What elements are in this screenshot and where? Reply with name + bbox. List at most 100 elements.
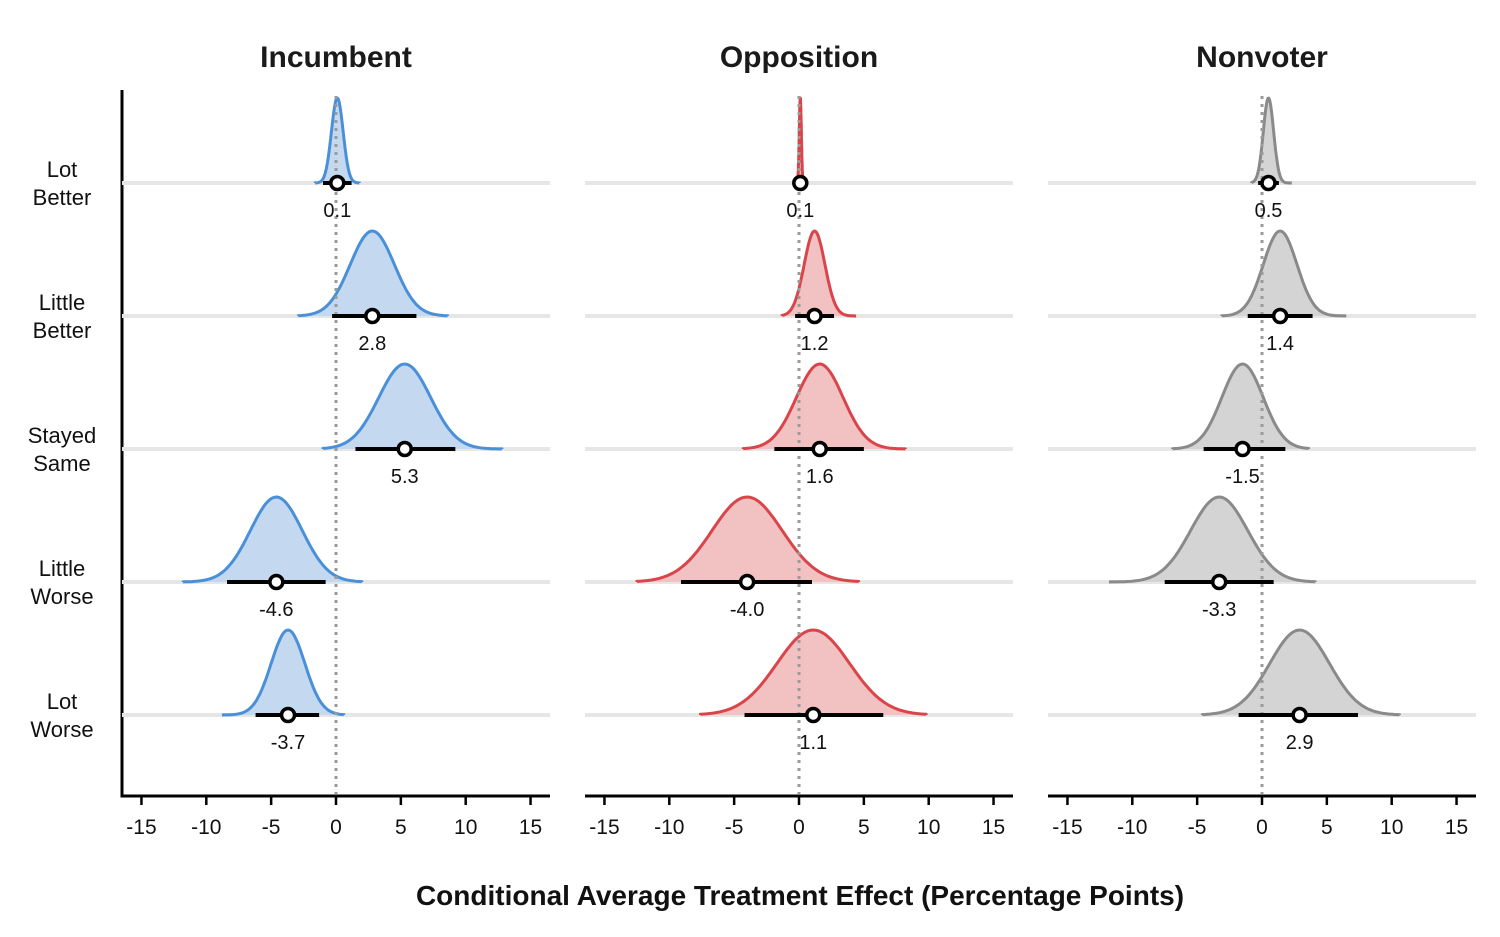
value-label: -3.7	[271, 732, 305, 754]
panel-title: Opposition	[720, 41, 878, 74]
density-outline	[221, 628, 346, 717]
x-tick-label: 0	[793, 816, 805, 839]
value-label: 0.5	[1255, 200, 1283, 222]
estimate-point	[1234, 440, 1251, 458]
row-label-line: Better	[33, 318, 92, 343]
density-outline	[1220, 229, 1347, 318]
row-label-line: Little	[39, 290, 85, 315]
value-label: 2.8	[358, 333, 386, 355]
x-tick-label: 15	[519, 816, 542, 839]
density-outline	[181, 495, 364, 584]
x-tick-label: 10	[1380, 816, 1403, 839]
value-label: -4.6	[259, 599, 293, 621]
estimate-point	[805, 706, 822, 724]
density-outline	[780, 229, 857, 318]
row-label: Lot Worse	[30, 689, 93, 742]
x-tick-label: 5	[1321, 816, 1333, 839]
x-tick-label: -10	[654, 816, 684, 839]
estimate-point	[1260, 174, 1277, 192]
value-label: 1.4	[1266, 333, 1294, 355]
row-label-line: Better	[33, 185, 92, 210]
x-tick-label: 10	[454, 816, 477, 839]
x-tick-label: 0	[1256, 816, 1268, 839]
panel-title: Incumbent	[260, 41, 412, 74]
x-axis-title: Conditional Average Treatment Effect (Pe…	[416, 880, 1184, 911]
estimate-point	[806, 307, 823, 325]
panel-opposition: Opposition 0.1 1.2 1.6 -4.0 1.1 -15 -10 -5 0 5 10 15	[585, 41, 1013, 839]
density-outline	[1171, 362, 1311, 451]
estimate-point	[1271, 307, 1289, 325]
density-outline	[1108, 495, 1317, 584]
estimate-point	[279, 706, 297, 724]
density-outline	[698, 628, 928, 716]
value-label: -4.0	[730, 599, 764, 621]
density-outline	[635, 495, 861, 583]
row-label-line: Worse	[30, 584, 93, 609]
x-tick-label: 0	[330, 816, 342, 839]
row-label: Lot Better	[33, 157, 92, 210]
density-fill	[1172, 364, 1309, 449]
estimate-point	[738, 573, 756, 591]
value-label: 1.1	[799, 732, 827, 754]
estimate-point	[1210, 573, 1228, 591]
row-label: Little Worse	[30, 556, 93, 609]
x-tick-label: -15	[126, 816, 156, 839]
x-tick-label: -5	[262, 816, 281, 839]
panel-nonvoter: Nonvoter 0.5 1.4 -1.5 -3.3 2.9 -15 -10 -5 0 5 10 15	[1048, 41, 1476, 839]
x-tick-label: -10	[1117, 816, 1147, 839]
estimate-point	[1291, 706, 1308, 724]
value-label: 0.1	[786, 200, 814, 222]
density-fill	[1221, 231, 1347, 316]
x-tick-label: 5	[858, 816, 870, 839]
x-tick-label: 10	[917, 816, 940, 839]
value-label: -3.3	[1202, 599, 1236, 621]
row-label-line: Lot	[47, 689, 78, 714]
density-outline	[321, 362, 504, 451]
x-tick-label: -15	[589, 816, 619, 839]
estimate-point	[792, 174, 809, 192]
estimate-point	[329, 174, 346, 192]
estimate-point	[364, 307, 381, 325]
value-label: 2.9	[1286, 732, 1314, 754]
density-fill	[315, 98, 360, 183]
density-outline	[296, 229, 449, 318]
x-tick-label: -10	[191, 816, 221, 839]
x-tick-label: -15	[1052, 816, 1082, 839]
value-label: 0.1	[323, 200, 351, 222]
density-fill	[298, 231, 448, 316]
density-fill	[183, 497, 362, 582]
density-fill	[636, 497, 859, 582]
density-fill	[1109, 497, 1316, 582]
density-outline	[1250, 96, 1293, 185]
panel-incumbent: Incumbent 0.1 2.8 5.3 -4.6 -3.7 -15 -10 -5 0 5 10 15	[122, 41, 550, 839]
row-label-line: Lot	[47, 157, 78, 182]
row-label: Stayed Same	[28, 423, 97, 476]
value-label: 5.3	[391, 466, 419, 488]
row-label-line: Same	[33, 451, 90, 476]
value-label: -1.5	[1225, 466, 1259, 488]
row-label-line: Worse	[30, 717, 93, 742]
estimate-point	[811, 440, 829, 458]
row-label-line: Little	[39, 556, 85, 581]
density-fill	[700, 630, 927, 715]
density-fill	[782, 231, 857, 316]
x-tick-label: 15	[982, 816, 1005, 839]
density-outline	[741, 362, 907, 451]
x-tick-label: -5	[725, 816, 744, 839]
density-outline	[1200, 628, 1401, 717]
value-label: 1.2	[801, 333, 829, 355]
x-tick-label: -5	[1188, 816, 1207, 839]
x-tick-label: 5	[395, 816, 407, 839]
density-fill	[221, 630, 344, 715]
estimate-point	[268, 573, 285, 591]
panel-title: Nonvoter	[1196, 41, 1328, 74]
density-fill	[743, 364, 906, 449]
x-tick-label: 15	[1445, 816, 1468, 839]
density-fill	[1202, 630, 1400, 715]
density-fill	[323, 364, 502, 449]
row-label-line: Stayed	[28, 423, 97, 448]
value-label: 1.6	[806, 466, 834, 488]
estimate-point	[396, 440, 413, 458]
